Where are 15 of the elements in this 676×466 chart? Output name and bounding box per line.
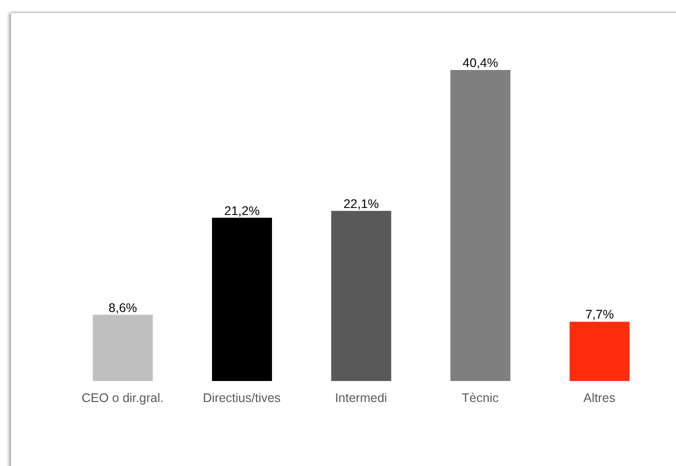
bar xyxy=(212,218,272,381)
data-label: 40,4% xyxy=(462,56,498,70)
x-tick-label: CEO o dir.gral. xyxy=(82,390,164,405)
data-label: 21,2% xyxy=(224,204,260,218)
x-tick-label: Tècnic xyxy=(462,390,499,405)
data-label: 7,7% xyxy=(585,308,614,322)
bar xyxy=(92,314,153,381)
bar xyxy=(570,322,630,381)
x-tick-label: Intermedi xyxy=(334,390,388,405)
data-label: 8,6% xyxy=(108,300,138,315)
bar xyxy=(331,210,392,381)
data-label: 22,1% xyxy=(343,196,379,211)
bar xyxy=(450,70,510,381)
x-tick-label: Altres xyxy=(583,390,616,405)
x-tick-label: Directius/tives xyxy=(202,390,281,405)
